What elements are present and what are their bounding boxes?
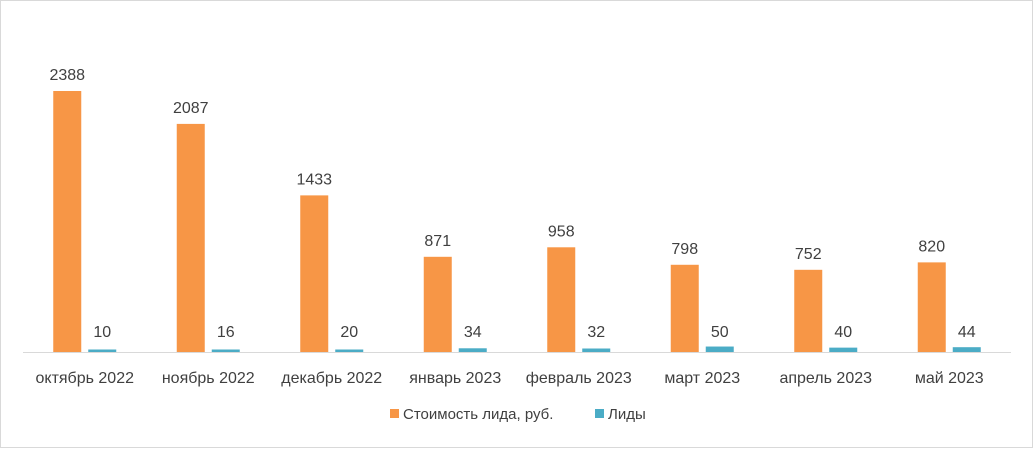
data-label-leads: 40 [834, 324, 852, 341]
x-tick-label: апрель 2023 [779, 370, 872, 387]
x-tick-label: февраль 2023 [526, 370, 632, 387]
bar-lead-cost [917, 262, 946, 352]
x-tick-label: май 2023 [915, 370, 984, 387]
data-label-leads: 16 [217, 324, 235, 341]
data-label-leads: 50 [711, 324, 729, 341]
x-tick-label: январь 2023 [409, 370, 501, 387]
legend-swatch-leads [595, 409, 604, 418]
legend-swatch-lead-cost [390, 409, 399, 418]
data-label-leads: 32 [587, 324, 605, 341]
data-label-lead-cost: 820 [918, 238, 945, 255]
data-label-leads: 44 [958, 324, 976, 341]
bar-lead-cost [53, 91, 82, 352]
bar-leads [458, 348, 487, 352]
data-label-lead-cost: 871 [424, 233, 451, 250]
x-tick-label: октябрь 2022 [35, 370, 134, 387]
bar-lead-cost [300, 195, 329, 352]
bar-lead-cost [176, 123, 205, 352]
bar-leads [582, 348, 611, 352]
bar-leads [88, 349, 117, 352]
bar-leads [211, 349, 240, 352]
bar-leads [335, 349, 364, 352]
data-label-leads: 10 [93, 324, 111, 341]
legend-label-leads: Лиды [608, 406, 646, 423]
data-label-leads: 20 [340, 324, 358, 341]
data-label-lead-cost: 2087 [173, 100, 209, 117]
data-label-lead-cost: 958 [548, 223, 575, 240]
legend: Стоимость лида, руб. Лиды [390, 406, 646, 423]
data-label-lead-cost: 2388 [49, 67, 85, 84]
bar-leads [829, 347, 858, 352]
legend-label-lead-cost: Стоимость лида, руб. [403, 406, 553, 423]
x-tick-label: декабрь 2022 [281, 370, 382, 387]
bar-lead-cost [423, 256, 452, 352]
x-tick-label: ноябрь 2022 [162, 370, 255, 387]
bar-leads [952, 347, 981, 352]
data-label-leads: 34 [464, 324, 482, 341]
x-tick-label: март 2023 [664, 370, 740, 387]
bar-lead-cost [547, 247, 576, 352]
bars-group [53, 91, 981, 352]
data-label-lead-cost: 752 [795, 246, 822, 263]
bar-leads [705, 346, 734, 352]
data-label-lead-cost: 1433 [296, 171, 332, 188]
data-label-lead-cost: 798 [671, 241, 698, 258]
bar-lead-cost [794, 269, 823, 352]
labels-group: 2388 10 октябрь 2022 2087 16 ноябрь 2022 1433 2… [35, 67, 983, 387]
bar-lead-cost [670, 264, 699, 352]
